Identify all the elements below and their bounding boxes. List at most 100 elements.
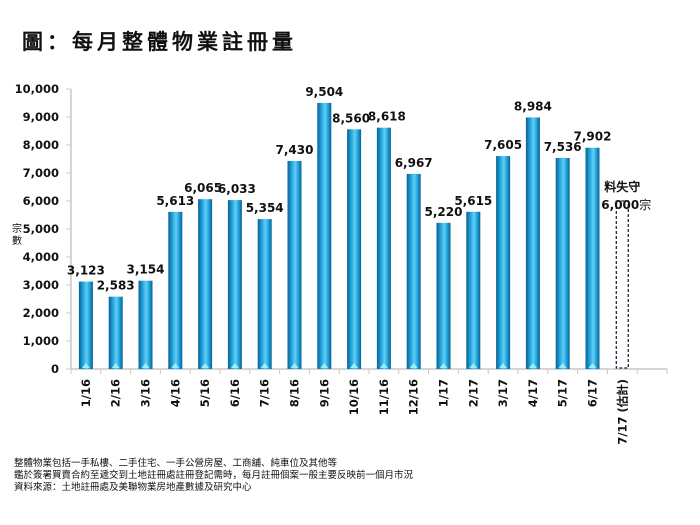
bars bbox=[78, 102, 629, 369]
bar bbox=[287, 160, 302, 369]
data-label: 7,902 bbox=[574, 130, 612, 144]
data-label: 6,967 bbox=[395, 156, 433, 170]
bar-highlight bbox=[201, 363, 210, 368]
category-label: 3/17 bbox=[496, 379, 510, 407]
bar bbox=[227, 200, 242, 369]
bar bbox=[78, 281, 93, 369]
bar-highlight bbox=[141, 363, 150, 368]
category-label: 7/16 bbox=[258, 379, 272, 407]
category-label: 4/17 bbox=[526, 379, 540, 407]
bar bbox=[406, 173, 421, 369]
y-tick-label: 3,000 bbox=[23, 278, 59, 292]
data-label: 8,618 bbox=[368, 110, 406, 124]
data-label: 8,984 bbox=[514, 99, 552, 113]
bar-highlight bbox=[588, 363, 597, 368]
data-label: 5,615 bbox=[454, 194, 492, 208]
y-tick-label: 10,000 bbox=[15, 82, 59, 96]
footer-note-3: 資料來源：土地註冊處及美聯物業房地產數據及研究中心 bbox=[14, 482, 252, 493]
data-label: 3,123 bbox=[67, 264, 105, 278]
bar-highlight bbox=[230, 363, 239, 368]
data-label: 5,613 bbox=[156, 194, 194, 208]
footer-note-1: 整體物業包括一手私樓、二手住宅、一手公營房屋、工商舖、純車位及其他等 bbox=[14, 458, 338, 469]
x-axis bbox=[70, 368, 668, 374]
bar bbox=[376, 127, 391, 369]
y-tick-label: 7,000 bbox=[23, 166, 59, 180]
data-label: 3,154 bbox=[127, 263, 165, 277]
bar bbox=[555, 157, 570, 369]
bar-highlight bbox=[469, 363, 478, 368]
y-tick-label: 5,000 bbox=[23, 222, 59, 236]
category-labels: 1/16 2/16 3/16 4/16 5/16 6/16 7/16 8/16 9/16 10/1… bbox=[79, 379, 629, 445]
category-label: 12/16 bbox=[407, 379, 421, 415]
data-label: 5,220 bbox=[425, 205, 463, 219]
annotation-value: 6,000 bbox=[601, 198, 639, 212]
bar bbox=[585, 147, 600, 369]
bar-highlight bbox=[260, 363, 269, 368]
y-axis-label-char: 宗 bbox=[12, 222, 22, 235]
y-tick-label: 9,000 bbox=[23, 110, 59, 124]
bar bbox=[436, 222, 451, 369]
category-label: 10/16 bbox=[347, 379, 361, 415]
data-label: 8,560 bbox=[332, 111, 370, 125]
annotation-line2: 6,000宗 bbox=[601, 197, 651, 212]
estimate-annotation: 料失守 6,000宗 bbox=[601, 179, 651, 212]
bar bbox=[198, 199, 213, 369]
bar-highlight bbox=[111, 363, 120, 368]
data-label: 6,065 bbox=[184, 181, 222, 195]
bar-estimate bbox=[615, 200, 629, 369]
data-label: 9,504 bbox=[305, 85, 343, 99]
bar-highlight bbox=[439, 363, 448, 368]
bar bbox=[525, 117, 540, 369]
data-label: 7,430 bbox=[276, 143, 314, 157]
category-label: 5/16 bbox=[198, 379, 212, 407]
bar-highlight bbox=[499, 363, 508, 368]
bar-highlight bbox=[350, 363, 359, 368]
bar bbox=[347, 129, 362, 369]
bar-highlight bbox=[81, 363, 90, 368]
annotation-line1: 料失守 bbox=[604, 179, 640, 194]
bar bbox=[466, 211, 481, 369]
bar-highlight bbox=[528, 363, 537, 368]
category-label: 11/16 bbox=[377, 379, 391, 415]
bar bbox=[108, 296, 123, 369]
bar-highlight bbox=[290, 363, 299, 368]
category-label: 6/17 bbox=[586, 379, 600, 407]
bar-highlight bbox=[320, 363, 329, 368]
y-tick-label: 6,000 bbox=[23, 194, 59, 208]
annotation-unit: 宗 bbox=[639, 197, 651, 212]
category-label: 5/17 bbox=[556, 379, 570, 407]
category-label: 2/17 bbox=[466, 379, 480, 407]
bar bbox=[138, 280, 153, 369]
category-label: 3/16 bbox=[139, 379, 153, 407]
bar bbox=[257, 219, 272, 369]
footer-note-2: 鑑於簽署買賣合約至遞交到土地註冊處註冊登記需時，每月註冊個案一般主要反映前一個月… bbox=[14, 470, 414, 481]
category-label: 1/17 bbox=[437, 379, 451, 407]
bar bbox=[317, 102, 332, 369]
y-tick-label: 4,000 bbox=[23, 250, 59, 264]
data-label: 2,583 bbox=[97, 279, 135, 293]
y-axis-label: 宗數 bbox=[12, 222, 22, 247]
category-label: 6/16 bbox=[228, 379, 242, 407]
data-label: 5,354 bbox=[246, 201, 284, 215]
bar-highlight bbox=[171, 363, 180, 368]
category-label: 2/16 bbox=[109, 379, 123, 407]
y-axis-label-char: 數 bbox=[12, 234, 22, 247]
category-label: 8/16 bbox=[288, 379, 302, 407]
bar-highlight bbox=[558, 363, 567, 368]
bar-highlight bbox=[379, 363, 388, 368]
category-label: 4/16 bbox=[168, 379, 182, 407]
chart-title: 圖：每月整體物業註冊量 bbox=[22, 29, 297, 54]
category-label: 9/16 bbox=[317, 379, 331, 407]
bar bbox=[496, 156, 511, 369]
y-tick-label: 2,000 bbox=[23, 306, 59, 320]
bar-highlight bbox=[409, 363, 418, 368]
bar bbox=[168, 211, 183, 369]
data-label: 6,033 bbox=[218, 182, 256, 196]
footer-notes: 整體物業包括一手私樓、二手住宅、一手公營房屋、工商舖、純車位及其他等 鑑於簽署買… bbox=[14, 458, 413, 494]
y-axis: 0 1,000 2,000 3,000 4,000 5,000 6,000 7,000 8,00… bbox=[15, 82, 72, 376]
category-label: 7/17 (估計) bbox=[615, 379, 629, 445]
data-label: 7,536 bbox=[544, 140, 582, 154]
category-label: 1/16 bbox=[79, 379, 93, 407]
